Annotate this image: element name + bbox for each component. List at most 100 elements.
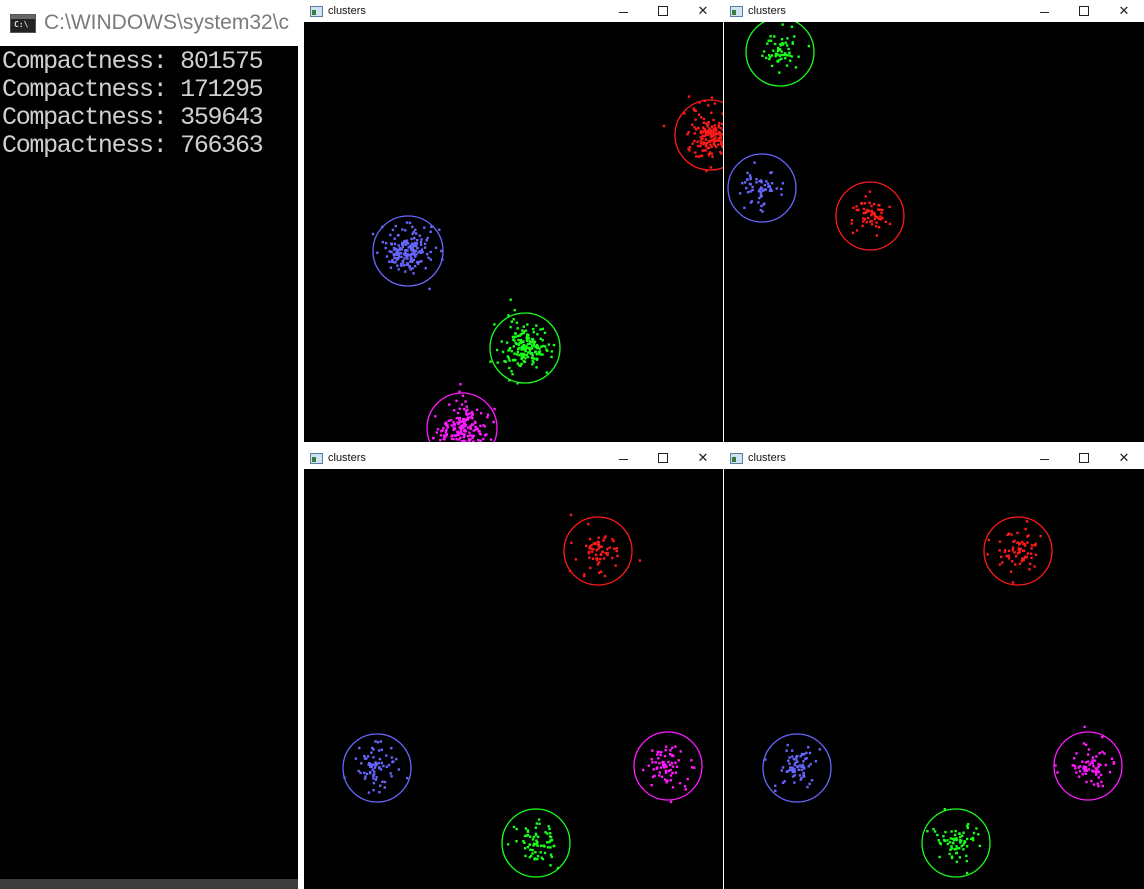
- cluster-point: [532, 327, 535, 331]
- cluster-point: [877, 203, 880, 207]
- cluster-point: [374, 762, 377, 765]
- cluster-point: [397, 257, 400, 260]
- cluster-point: [354, 757, 358, 760]
- cluster-point: [413, 251, 416, 254]
- cluster-point: [525, 339, 529, 342]
- cluster-point: [456, 430, 459, 433]
- minimize-button[interactable]: [1024, 447, 1064, 469]
- cluster-point: [409, 253, 412, 256]
- cluster-point: [1103, 752, 1106, 755]
- cluster-point: [469, 438, 472, 441]
- clusters-plot: [371, 95, 723, 442]
- maximize-button[interactable]: [643, 0, 683, 22]
- cluster-point: [405, 221, 409, 224]
- maximize-button[interactable]: [1064, 447, 1104, 469]
- cluster-point: [873, 211, 876, 214]
- minimize-button[interactable]: [1024, 0, 1064, 22]
- cluster-point: [463, 433, 466, 436]
- cluster-point: [714, 127, 717, 130]
- cluster-point: [788, 756, 791, 759]
- cluster-point: [468, 431, 471, 434]
- cluster-point: [1030, 556, 1033, 560]
- cluster-point: [717, 124, 720, 127]
- console-horizontal-scrollbar[interactable]: [0, 879, 298, 889]
- cluster-point: [1073, 757, 1076, 760]
- cluster-point: [410, 252, 414, 256]
- cluster-point: [1075, 752, 1078, 755]
- cluster-point: [408, 254, 411, 257]
- cluster-point: [1104, 763, 1107, 767]
- cluster-point: [867, 209, 871, 213]
- close-button[interactable]: ✕: [1118, 450, 1130, 466]
- window-titlebar[interactable]: clusters ✕: [304, 0, 723, 22]
- cluster-point: [650, 784, 653, 787]
- cluster-point: [428, 287, 431, 291]
- cluster-point: [599, 557, 602, 561]
- cluster-point: [522, 356, 525, 359]
- cluster-point: [593, 542, 597, 545]
- close-button[interactable]: ✕: [697, 450, 709, 466]
- cluster-point: [1017, 549, 1020, 552]
- cluster-point: [660, 775, 664, 778]
- cluster-point: [420, 251, 423, 254]
- cluster-point: [440, 249, 443, 253]
- cluster-point: [401, 245, 404, 249]
- window-titlebar[interactable]: clusters ✕: [304, 447, 723, 469]
- cluster-point: [962, 848, 965, 851]
- cluster-point: [615, 547, 618, 550]
- cluster-circle: [835, 181, 905, 251]
- cluster-point: [429, 258, 432, 261]
- cluster-point: [543, 851, 547, 855]
- cluster-point: [588, 556, 591, 559]
- cluster-point: [1084, 772, 1088, 775]
- cluster-point: [762, 189, 765, 192]
- cluster-point: [397, 768, 401, 771]
- cluster-point: [517, 343, 521, 346]
- cluster-point: [534, 832, 538, 836]
- minimize-button[interactable]: [603, 0, 643, 22]
- cluster-point: [705, 130, 708, 133]
- cluster-point: [789, 766, 792, 769]
- cluster-point: [522, 340, 525, 343]
- window-titlebar[interactable]: clusters ✕: [724, 0, 1144, 22]
- cluster-point: [768, 57, 771, 61]
- cluster-point: [686, 777, 689, 781]
- maximize-button[interactable]: [1064, 0, 1104, 22]
- cluster-point: [679, 750, 682, 753]
- cluster-point: [1092, 765, 1095, 768]
- cluster-point: [465, 410, 468, 413]
- cluster-point: [404, 252, 407, 256]
- cluster-point: [525, 353, 528, 357]
- cluster-point: [396, 250, 400, 253]
- console-window: C:\ C:\WINDOWS\system32\c Compactness: 8…: [0, 0, 298, 889]
- cluster-point: [406, 249, 409, 252]
- console-titlebar[interactable]: C:\ C:\WINDOWS\system32\c: [0, 0, 298, 46]
- cluster-point: [707, 140, 710, 143]
- cluster-point: [455, 399, 458, 402]
- cluster-point: [456, 432, 460, 436]
- maximize-button[interactable]: [643, 447, 683, 469]
- cluster-point: [946, 839, 949, 842]
- cluster-point: [749, 201, 753, 204]
- cluster-point: [804, 757, 807, 761]
- cluster-point: [1006, 555, 1009, 558]
- cluster-point: [1011, 546, 1015, 549]
- cluster-point: [663, 755, 667, 758]
- cluster-point: [365, 772, 369, 776]
- cluster-point: [714, 133, 717, 136]
- close-button[interactable]: ✕: [1118, 3, 1130, 19]
- cluster-point: [486, 416, 489, 419]
- cluster-point: [426, 236, 429, 240]
- clusters-plot: [762, 516, 1123, 878]
- window-titlebar[interactable]: clusters ✕: [724, 447, 1144, 469]
- close-button[interactable]: ✕: [697, 3, 709, 19]
- cluster-point: [439, 434, 443, 437]
- cluster-point: [763, 188, 766, 191]
- cluster-point: [768, 54, 771, 57]
- minimize-button[interactable]: [603, 447, 643, 469]
- cluster-point: [587, 552, 591, 555]
- cluster-point: [446, 426, 449, 429]
- cluster-point: [743, 206, 746, 209]
- cluster-point: [875, 234, 878, 237]
- cluster-point: [358, 746, 361, 750]
